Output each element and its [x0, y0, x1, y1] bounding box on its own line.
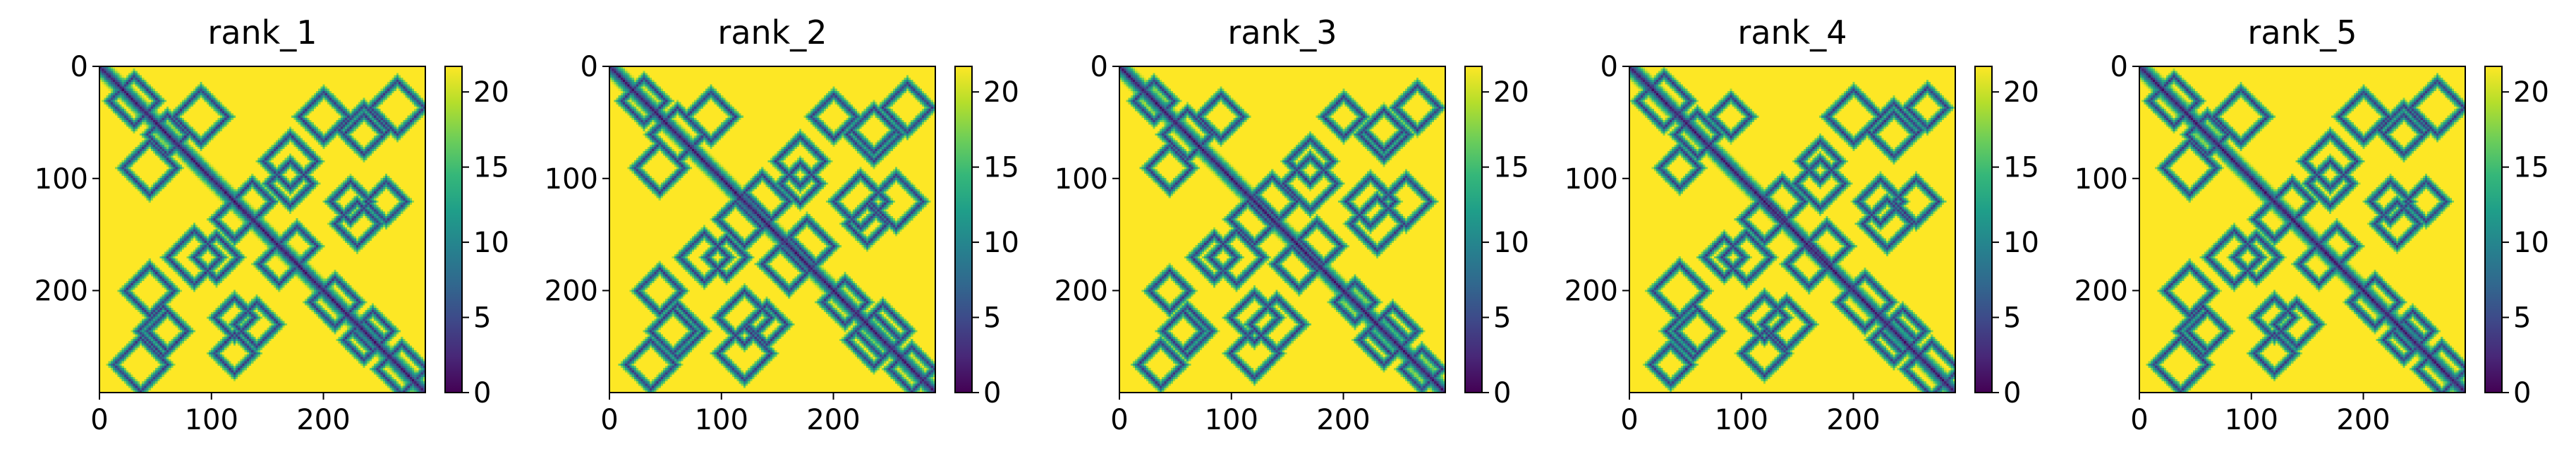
- y-tick-label: 0: [71, 51, 88, 83]
- colorbar-tick-label: 0: [2003, 377, 2021, 410]
- colorbar-tick-label: 20: [1493, 76, 1529, 109]
- y-tick-label: 200: [1055, 275, 1108, 308]
- colorbar-tick-label: 0: [1493, 377, 1511, 410]
- x-tick-label: 0: [90, 404, 108, 436]
- y-tick-label: 0: [581, 51, 598, 83]
- colorbar-tick-label: 10: [983, 227, 1019, 259]
- colorbar-tick-label: 15: [2003, 152, 2039, 184]
- colorbar-tick-label: 15: [983, 152, 1019, 184]
- y-tick-label: 0: [1600, 51, 1618, 83]
- colorbar-tick-label: 15: [1493, 152, 1529, 184]
- plot-frame: [2139, 66, 2466, 393]
- x-tick-label: 0: [1110, 404, 1128, 436]
- chart-title: rank_4: [1737, 13, 1847, 52]
- y-tick-label: 200: [1565, 275, 1618, 308]
- x-tick-label: 100: [1715, 404, 1768, 436]
- y-tick-label: 200: [545, 275, 598, 308]
- colorbar: [954, 66, 973, 393]
- x-tick-label: 200: [1826, 404, 1880, 436]
- panel-rank_3: rank_3 0 100 200 0 100 200 0 5 10 15 20: [1055, 13, 1529, 436]
- heatmap-image: [2139, 66, 2465, 393]
- y-tick-label: 100: [1055, 163, 1108, 196]
- colorbar-tick-label: 10: [2513, 227, 2549, 259]
- plot-frame: [1119, 66, 1446, 393]
- colorbar-tick-label: 5: [2003, 302, 2021, 335]
- plot-frame: [99, 66, 426, 393]
- chart-title: rank_1: [207, 13, 317, 52]
- colorbar-tick-label: 10: [473, 227, 509, 259]
- colorbar-tick-label: 0: [2513, 377, 2531, 410]
- colorbar-tick-label: 15: [2513, 152, 2549, 184]
- panel-rank_1: rank_1 0 100 200 0 100 200 0 5 10 15 20: [35, 13, 509, 436]
- colorbar-tick-label: 5: [1493, 302, 1511, 335]
- colorbar-tick-label: 10: [1493, 227, 1529, 259]
- colorbar: [1974, 66, 1993, 393]
- x-tick-label: 0: [1620, 404, 1638, 436]
- x-tick-label: 0: [600, 404, 618, 436]
- colorbar-tick-label: 5: [983, 302, 1001, 335]
- colorbar: [1464, 66, 1483, 393]
- colorbar-tick-label: 10: [2003, 227, 2039, 259]
- y-tick-label: 200: [35, 275, 88, 308]
- x-tick-label: 200: [2336, 404, 2390, 436]
- panel-rank_5: rank_5 0 100 200 0 100 200 0 5 10 15 20: [2074, 13, 2549, 436]
- y-tick-label: 0: [1090, 51, 1108, 83]
- panel-rank_4: rank_4 0 100 200 0 100 200 0 5 10 15 20: [1565, 13, 2039, 436]
- colorbar-tick-label: 15: [473, 152, 509, 184]
- x-tick-label: 100: [695, 404, 748, 436]
- plot-frame: [609, 66, 936, 393]
- colorbar-tick-label: 20: [473, 76, 509, 109]
- heatmap-image: [1119, 66, 1445, 393]
- chart-title: rank_3: [1227, 13, 1337, 52]
- y-tick-label: 100: [35, 163, 88, 196]
- colorbar: [2484, 66, 2503, 393]
- heatmap-image: [1629, 66, 1955, 393]
- colorbar-tick-label: 20: [2513, 76, 2549, 109]
- colorbar-tick-label: 5: [473, 302, 491, 335]
- x-tick-label: 100: [185, 404, 238, 436]
- colorbar-tick-label: 0: [473, 377, 491, 410]
- colorbar-tick-label: 0: [983, 377, 1001, 410]
- plot-frame: [1629, 66, 1956, 393]
- colorbar-tick-label: 5: [2513, 302, 2531, 335]
- x-tick-label: 200: [806, 404, 860, 436]
- x-tick-label: 200: [1316, 404, 1370, 436]
- y-tick-label: 200: [2074, 275, 2128, 308]
- x-tick-label: 100: [1205, 404, 1258, 436]
- colorbar: [444, 66, 463, 393]
- y-tick-label: 100: [1565, 163, 1618, 196]
- x-tick-label: 200: [296, 404, 350, 436]
- colorbar-tick-label: 20: [2003, 76, 2039, 109]
- heatmap-image: [99, 66, 425, 393]
- x-tick-label: 0: [2130, 404, 2148, 436]
- chart-title: rank_5: [2247, 13, 2357, 52]
- panel-rank_2: rank_2 0 100 200 0 100 200 0 5 10 15 20: [545, 13, 1019, 436]
- heatmap-image: [609, 66, 935, 393]
- y-tick-label: 100: [545, 163, 598, 196]
- x-tick-label: 100: [2225, 404, 2278, 436]
- colorbar-tick-label: 20: [983, 76, 1019, 109]
- chart-title: rank_2: [717, 13, 827, 52]
- y-tick-label: 100: [2074, 163, 2128, 196]
- y-tick-label: 0: [2110, 51, 2128, 83]
